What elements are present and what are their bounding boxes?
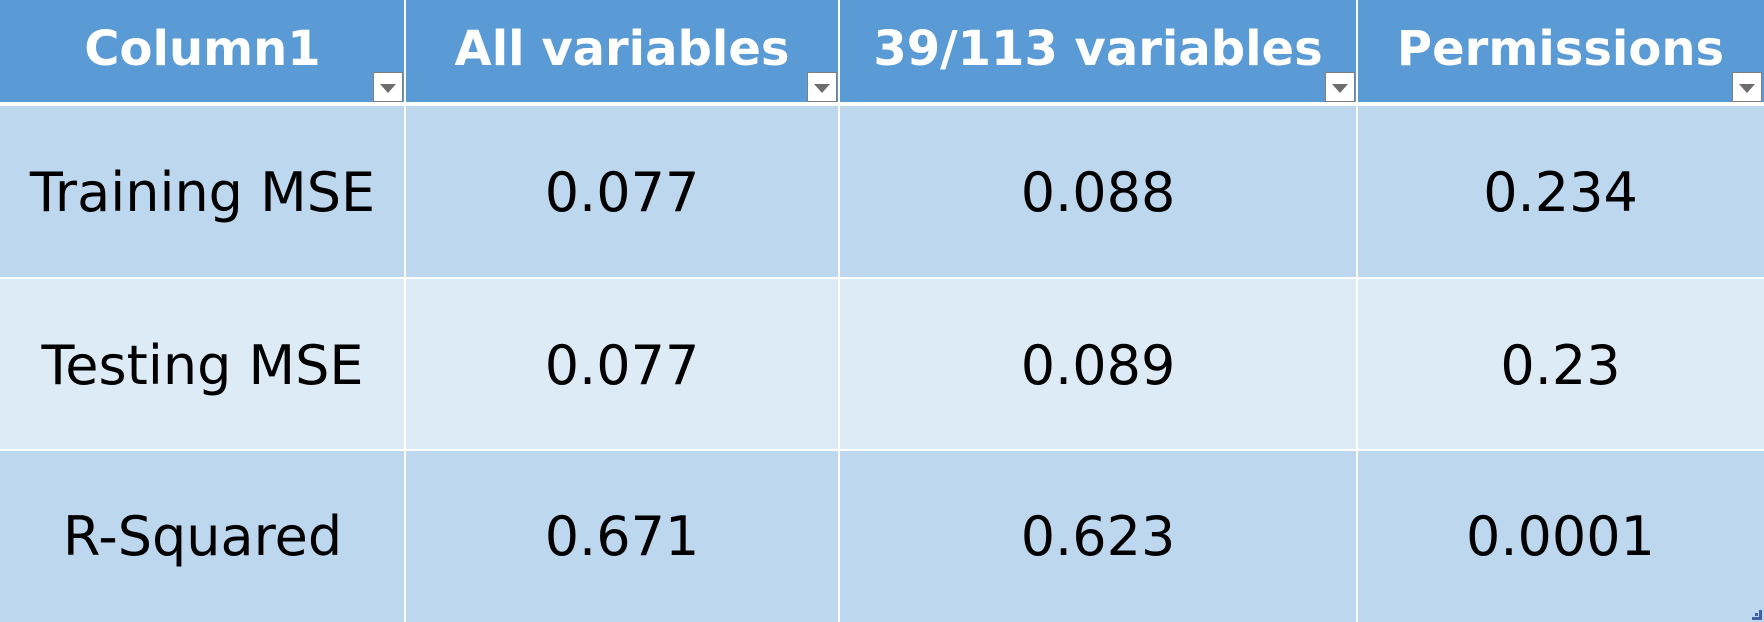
resize-handle-icon[interactable]	[1752, 610, 1762, 620]
chevron-down-icon	[814, 83, 830, 93]
chevron-down-icon	[380, 83, 396, 93]
column-divider	[404, 0, 406, 622]
header-divider	[0, 102, 1764, 106]
header-label: 39/113 variables	[873, 21, 1323, 77]
value-cell[interactable]: 0.077	[544, 333, 700, 397]
table-row: Training MSE 0.077 0.088 0.234	[0, 106, 1764, 278]
chevron-down-icon	[1332, 83, 1348, 93]
filter-dropdown-button[interactable]	[373, 72, 403, 102]
value-cell[interactable]: 0.077	[544, 160, 700, 224]
header-label: Column1	[84, 21, 321, 77]
row-label-cell[interactable]: R-Squared	[62, 505, 343, 568]
filter-dropdown-button[interactable]	[807, 72, 837, 102]
header-cell-column1[interactable]: Column1	[0, 0, 405, 102]
table-row: R-Squared 0.671 0.623 0.0001	[0, 451, 1764, 622]
value-cell[interactable]: 0.234	[1483, 160, 1638, 224]
value-cell[interactable]: 0.089	[1020, 333, 1176, 397]
value-cell[interactable]: 0.088	[1020, 160, 1176, 224]
header-cell-permissions[interactable]: Permissions	[1357, 0, 1764, 102]
row-divider	[0, 277, 1764, 279]
column-divider	[838, 0, 840, 622]
header-row: Column1 All variables 39/113 variables P…	[0, 0, 1764, 102]
chevron-down-icon	[1739, 83, 1755, 93]
header-label: Permissions	[1396, 21, 1725, 77]
header-label: All variables	[454, 21, 790, 77]
row-divider	[0, 449, 1764, 451]
row-label-cell[interactable]: Testing MSE	[41, 333, 364, 397]
header-cell-all-variables[interactable]: All variables	[405, 0, 839, 102]
filter-dropdown-button[interactable]	[1325, 72, 1355, 102]
value-cell[interactable]: 0.671	[544, 505, 700, 568]
value-cell[interactable]: 0.23	[1500, 333, 1621, 397]
column-divider	[1356, 0, 1358, 622]
filter-dropdown-button[interactable]	[1732, 72, 1762, 102]
value-cell[interactable]: 0.623	[1020, 505, 1176, 568]
header-cell-39-113-variables[interactable]: 39/113 variables	[839, 0, 1357, 102]
row-label-cell[interactable]: Training MSE	[29, 160, 376, 224]
value-cell[interactable]: 0.0001	[1466, 505, 1655, 568]
table-row: Testing MSE 0.077 0.089 0.23	[0, 279, 1764, 451]
